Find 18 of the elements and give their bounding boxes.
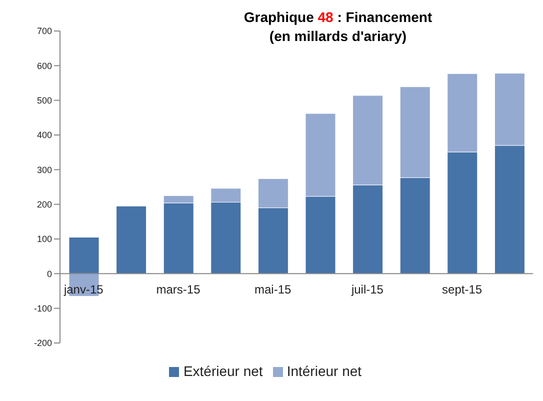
y-tick-label: 600 xyxy=(36,60,52,71)
y-tick-label: 500 xyxy=(36,96,52,106)
x-tick-label: mai-15 xyxy=(254,282,292,297)
y-tick-label: 300 xyxy=(36,164,52,175)
legend-label: Extérieur net xyxy=(183,363,263,379)
bar xyxy=(116,206,147,274)
y-tick-label: 400 xyxy=(36,130,52,140)
legend-label: Intérieur net xyxy=(286,363,362,379)
x-tick-label: juil-15 xyxy=(350,282,384,297)
y-tick-label: 100 xyxy=(36,234,52,244)
y-tick-label: 700 xyxy=(36,26,52,36)
y-tick-label: -100 xyxy=(34,304,52,314)
x-tick-label: sept-15 xyxy=(442,282,482,297)
x-tick-label: mars-15 xyxy=(156,282,201,297)
chart-title: Graphique 48 : Financement (en millards d'ariary) xyxy=(244,9,432,44)
y-tick-label: 200 xyxy=(36,200,52,210)
y-tick-label: 0 xyxy=(46,268,52,279)
y-tick-label: -200 xyxy=(34,338,52,348)
